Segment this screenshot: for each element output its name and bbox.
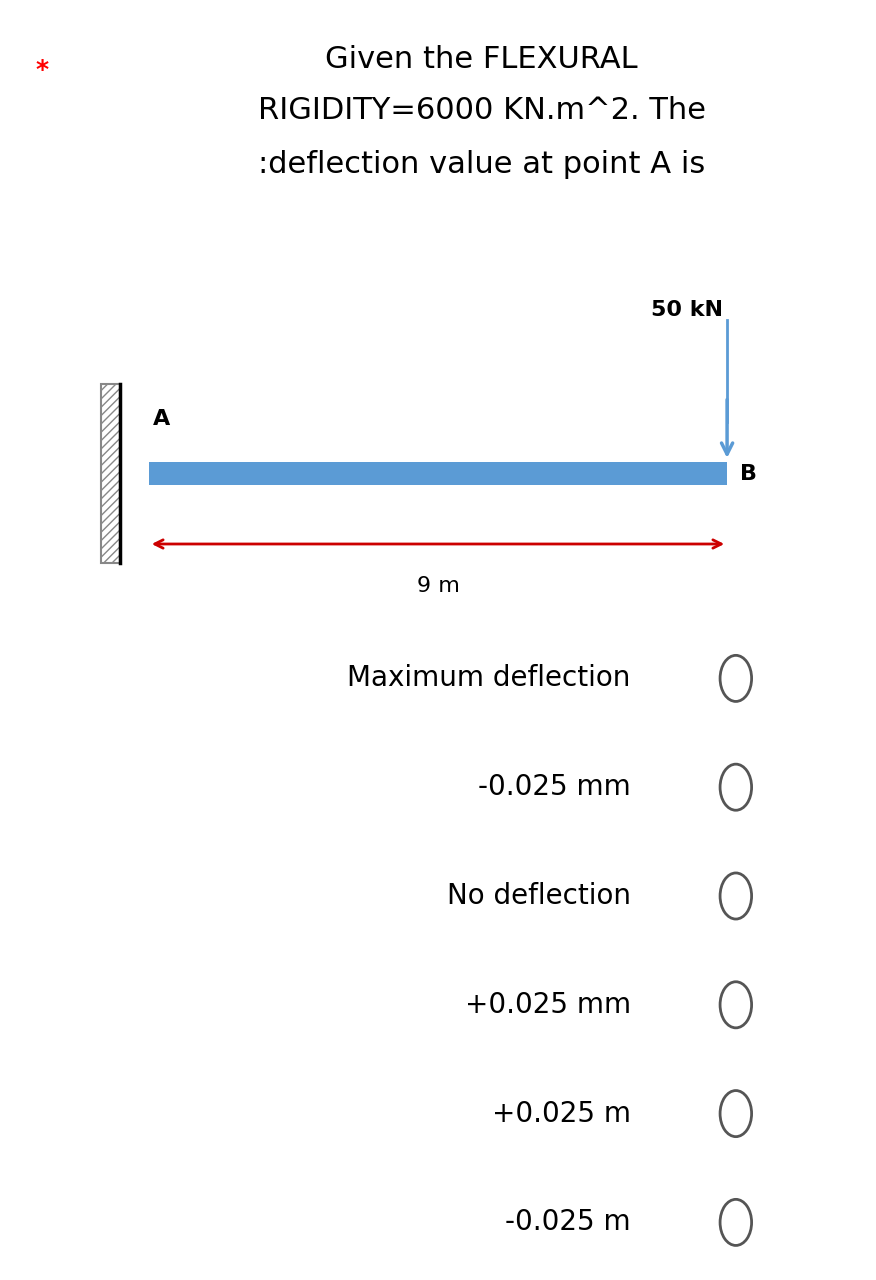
Text: No deflection: No deflection <box>447 882 631 910</box>
Text: -0.025 mm: -0.025 mm <box>478 773 631 801</box>
Bar <box>105 384 140 563</box>
Text: B: B <box>740 463 757 484</box>
Text: 50 kN: 50 kN <box>651 300 723 320</box>
Text: +0.025 mm: +0.025 mm <box>464 991 631 1019</box>
Text: -0.025 m: -0.025 m <box>505 1208 631 1236</box>
Text: A: A <box>153 408 171 429</box>
Text: Given the FLEXURAL: Given the FLEXURAL <box>326 45 638 74</box>
Bar <box>101 384 120 563</box>
Text: *: * <box>35 58 48 82</box>
Text: +0.025 m: +0.025 m <box>491 1100 631 1128</box>
Text: Maximum deflection: Maximum deflection <box>348 664 631 692</box>
Text: :deflection value at point A is: :deflection value at point A is <box>258 150 705 179</box>
Bar <box>149 462 727 485</box>
Text: RIGIDITY=6000 KN.m^2. The: RIGIDITY=6000 KN.m^2. The <box>258 96 706 125</box>
Text: 9 m: 9 m <box>417 576 459 596</box>
